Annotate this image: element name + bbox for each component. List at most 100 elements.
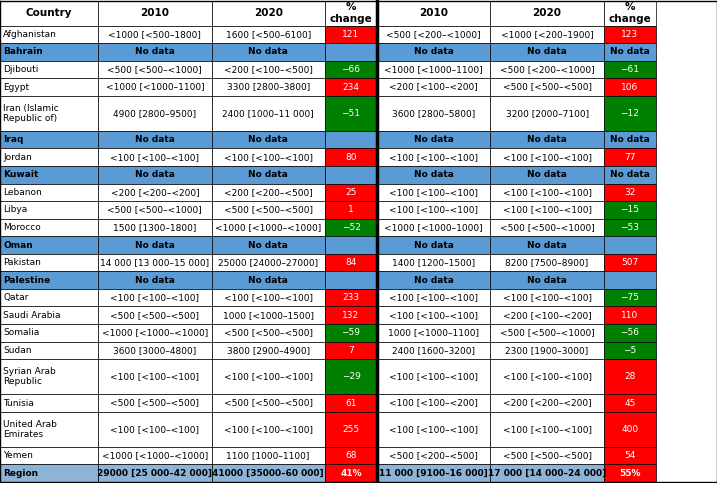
Bar [0, 394, 98, 412]
Bar [212, 394, 325, 412]
Bar [490, 306, 604, 324]
Bar [98, 184, 212, 201]
Text: <1000 [<500–1800]: <1000 [<500–1800] [108, 30, 201, 39]
Text: 1: 1 [348, 205, 354, 214]
Bar [212, 447, 325, 465]
Text: 2300 [1900–3000]: 2300 [1900–3000] [505, 346, 589, 355]
Text: <100 [<100–<100]: <100 [<100–<100] [110, 425, 199, 434]
Text: Palestine: Palestine [3, 276, 50, 284]
Text: <500 [<500–<1000]: <500 [<500–<1000] [500, 328, 594, 337]
Text: 25000 [24000–27000]: 25000 [24000–27000] [218, 258, 318, 267]
Text: <100 [<100–<200]: <100 [<100–<200] [389, 398, 478, 408]
Text: <500 [<500–<500]: <500 [<500–<500] [110, 398, 199, 408]
Text: <500 [<500–<1000]: <500 [<500–<1000] [108, 65, 202, 74]
Text: <100 [<100–<100]: <100 [<100–<100] [389, 205, 478, 214]
Bar [0, 96, 98, 131]
Text: <100 [<100–<100]: <100 [<100–<100] [110, 372, 199, 381]
Text: <500 [<500–<500]: <500 [<500–<500] [110, 311, 199, 320]
Bar [604, 236, 656, 254]
Text: No data: No data [135, 241, 175, 250]
Text: <100 [<100–<100]: <100 [<100–<100] [503, 425, 592, 434]
Bar [490, 96, 604, 131]
Bar [490, 412, 604, 447]
Bar [490, 1, 604, 26]
Text: <100 [<100–<100]: <100 [<100–<100] [389, 153, 478, 162]
Text: No data: No data [414, 47, 454, 57]
Bar [604, 306, 656, 324]
Bar [377, 43, 490, 61]
Text: <100 [<100–<100]: <100 [<100–<100] [389, 188, 478, 197]
Text: 2020: 2020 [533, 8, 561, 18]
Text: No data: No data [527, 135, 567, 144]
Bar [98, 78, 212, 96]
Bar [325, 465, 377, 482]
Bar [325, 131, 377, 148]
Text: 1500 [1300–1800]: 1500 [1300–1800] [113, 223, 196, 232]
Bar [98, 306, 212, 324]
Text: <1000 [<200–1900]: <1000 [<200–1900] [500, 30, 594, 39]
Text: <200 [<100–<200]: <200 [<100–<200] [503, 311, 592, 320]
Text: Egypt: Egypt [3, 83, 29, 91]
Text: 1400 [1200–1500]: 1400 [1200–1500] [392, 258, 475, 267]
Text: Qatar: Qatar [3, 293, 29, 302]
Bar [325, 394, 377, 412]
Bar [0, 359, 98, 394]
Text: Afghanistan: Afghanistan [3, 30, 57, 39]
Text: <100 [<100–<100]: <100 [<100–<100] [224, 293, 313, 302]
Text: 121: 121 [343, 30, 359, 39]
Bar [604, 271, 656, 289]
Bar [212, 236, 325, 254]
Text: 68: 68 [345, 451, 357, 460]
Bar [325, 184, 377, 201]
Text: −12: −12 [620, 109, 640, 118]
Text: 4900 [2800–9500]: 4900 [2800–9500] [113, 109, 196, 118]
Text: −61: −61 [620, 65, 640, 74]
Text: 1000 [<1000–1500]: 1000 [<1000–1500] [223, 311, 313, 320]
Bar [490, 131, 604, 148]
Bar [377, 61, 490, 78]
Bar [0, 131, 98, 148]
Bar [490, 166, 604, 184]
Bar [325, 148, 377, 166]
Bar [377, 148, 490, 166]
Bar [604, 184, 656, 201]
Bar [212, 289, 325, 306]
Bar [377, 394, 490, 412]
Bar [490, 236, 604, 254]
Bar [377, 289, 490, 306]
Bar [212, 219, 325, 236]
Text: No data: No data [135, 170, 175, 179]
Bar [0, 412, 98, 447]
Bar [212, 184, 325, 201]
Bar [98, 447, 212, 465]
Text: Lebanon: Lebanon [3, 188, 42, 197]
Bar [0, 184, 98, 201]
Text: 234: 234 [343, 83, 359, 91]
Text: 3800 [2900–4900]: 3800 [2900–4900] [227, 346, 310, 355]
Text: No data: No data [414, 241, 454, 250]
Text: 25: 25 [346, 188, 356, 197]
Text: −15: −15 [620, 205, 640, 214]
Bar [0, 1, 98, 26]
Text: <100 [<100–<100]: <100 [<100–<100] [389, 372, 478, 381]
Text: <100 [<100–<100]: <100 [<100–<100] [389, 311, 478, 320]
Bar [377, 26, 490, 43]
Text: <1000 [<1000–<1000]: <1000 [<1000–<1000] [102, 451, 208, 460]
Text: 2400 [1000–11 000]: 2400 [1000–11 000] [222, 109, 314, 118]
Text: Tunisia: Tunisia [3, 398, 34, 408]
Text: <500 [<200–<500]: <500 [<200–<500] [389, 451, 478, 460]
Text: No data: No data [610, 135, 650, 144]
Bar [325, 43, 377, 61]
Bar [377, 78, 490, 96]
Bar [325, 447, 377, 465]
Bar [0, 26, 98, 43]
Bar [212, 324, 325, 341]
Bar [377, 447, 490, 465]
Text: <200 [<200–<200]: <200 [<200–<200] [503, 398, 592, 408]
Text: <1000 [<1000–1100]: <1000 [<1000–1100] [105, 83, 204, 91]
Bar [377, 412, 490, 447]
Text: Region: Region [3, 469, 38, 478]
Bar [377, 201, 490, 219]
Bar [377, 324, 490, 341]
Text: <500 [<500–<1000]: <500 [<500–<1000] [500, 223, 594, 232]
